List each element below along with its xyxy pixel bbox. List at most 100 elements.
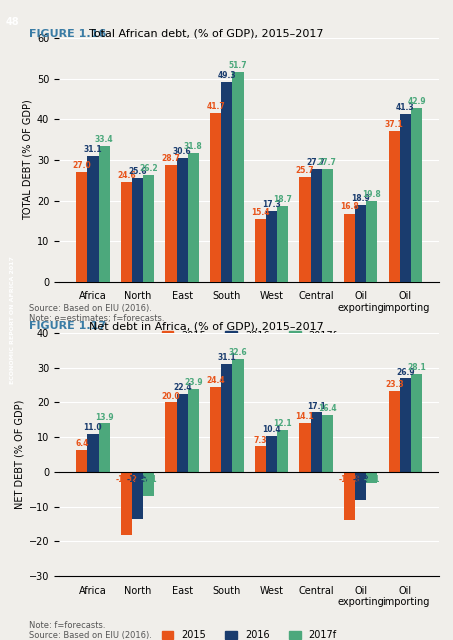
- Bar: [132, 472, 143, 518]
- Bar: [366, 202, 377, 282]
- Text: 17.1: 17.1: [307, 402, 325, 411]
- Bar: [232, 72, 244, 282]
- Bar: [411, 108, 422, 282]
- Bar: [266, 436, 277, 472]
- Text: 32.6: 32.6: [229, 348, 247, 356]
- Bar: [366, 472, 377, 483]
- Y-axis label: TOTAL DEBT (% OF GDP): TOTAL DEBT (% OF GDP): [23, 100, 33, 220]
- Text: 16.4: 16.4: [318, 404, 337, 413]
- Bar: [221, 82, 232, 282]
- Text: 10.4: 10.4: [262, 425, 281, 434]
- Text: 41.7: 41.7: [206, 102, 225, 111]
- Bar: [177, 157, 188, 282]
- Bar: [299, 177, 310, 282]
- Bar: [121, 182, 132, 282]
- Text: 20.0: 20.0: [162, 392, 180, 401]
- Text: 18.7: 18.7: [273, 195, 292, 204]
- Text: 12.1: 12.1: [273, 419, 292, 428]
- Bar: [355, 472, 366, 500]
- Bar: [132, 178, 143, 282]
- Text: 6.4: 6.4: [75, 439, 88, 448]
- Text: 26.2: 26.2: [140, 164, 158, 173]
- Bar: [143, 472, 154, 497]
- Bar: [389, 391, 400, 472]
- Bar: [322, 170, 333, 282]
- Bar: [98, 146, 110, 282]
- Text: 15.4: 15.4: [251, 208, 270, 217]
- Bar: [299, 423, 310, 472]
- Text: 23.9: 23.9: [184, 378, 202, 387]
- Text: 25.7: 25.7: [296, 166, 314, 175]
- Bar: [277, 429, 288, 472]
- Bar: [389, 131, 400, 282]
- Text: 41.3: 41.3: [396, 103, 414, 112]
- Bar: [310, 412, 322, 472]
- Bar: [188, 153, 199, 282]
- Legend: 2015, 2016, 2017f: 2015, 2016, 2017f: [158, 627, 340, 640]
- Text: FIGURE 1.16: FIGURE 1.16: [29, 29, 107, 39]
- Bar: [255, 447, 266, 472]
- Text: 7.3: 7.3: [254, 436, 267, 445]
- Text: -3.1: -3.1: [364, 476, 380, 484]
- Bar: [344, 472, 355, 520]
- Text: Note: f=forecasts.
Source: Based on EIU (2016).: Note: f=forecasts. Source: Based on EIU …: [29, 621, 152, 640]
- Text: 31.8: 31.8: [184, 141, 203, 150]
- Text: Total African debt, (% of GDP), 2015–2017: Total African debt, (% of GDP), 2015–201…: [82, 29, 323, 39]
- Bar: [400, 378, 411, 472]
- Text: 23.3: 23.3: [385, 380, 404, 389]
- Text: 31.1: 31.1: [217, 353, 236, 362]
- Bar: [266, 211, 277, 282]
- Text: 51.7: 51.7: [229, 61, 247, 70]
- Bar: [177, 394, 188, 472]
- Bar: [322, 415, 333, 472]
- Text: 18.9: 18.9: [352, 194, 370, 203]
- Text: 48: 48: [5, 17, 19, 28]
- Bar: [210, 387, 221, 472]
- Bar: [98, 424, 110, 472]
- Text: 42.9: 42.9: [407, 97, 426, 106]
- Text: 17.3: 17.3: [262, 200, 281, 209]
- Bar: [277, 206, 288, 282]
- Text: 19.8: 19.8: [362, 190, 381, 199]
- Bar: [355, 205, 366, 282]
- Text: 26.9: 26.9: [396, 367, 414, 376]
- Bar: [210, 113, 221, 282]
- Text: 49.3: 49.3: [217, 71, 236, 80]
- Bar: [232, 358, 244, 472]
- Text: 24.4: 24.4: [207, 376, 225, 385]
- Text: 11.0: 11.0: [84, 423, 102, 432]
- Text: -7.1: -7.1: [140, 476, 157, 484]
- Bar: [76, 172, 87, 282]
- Text: 30.6: 30.6: [173, 147, 192, 156]
- Text: FIGURE 1.17: FIGURE 1.17: [29, 321, 106, 332]
- Text: 13.9: 13.9: [95, 413, 113, 422]
- Text: -13.8: -13.8: [339, 476, 361, 484]
- Text: 31.1: 31.1: [84, 145, 102, 154]
- Text: Net debt in Africa, (% of GDP), 2015–2017: Net debt in Africa, (% of GDP), 2015–201…: [82, 321, 323, 332]
- Legend: 2015, 2016, 2017f: 2015, 2016, 2017f: [158, 327, 340, 345]
- Text: 22.4: 22.4: [173, 383, 192, 392]
- Bar: [87, 156, 98, 282]
- Text: 37.1: 37.1: [385, 120, 404, 129]
- Text: 25.6: 25.6: [128, 167, 147, 176]
- Bar: [143, 175, 154, 282]
- Text: 28.7: 28.7: [162, 154, 180, 163]
- Text: 16.8: 16.8: [340, 202, 359, 211]
- Text: 27.0: 27.0: [72, 161, 91, 170]
- Bar: [310, 170, 322, 282]
- Bar: [411, 374, 422, 472]
- Text: -8.2: -8.2: [352, 476, 369, 484]
- Bar: [87, 433, 98, 472]
- Bar: [221, 364, 232, 472]
- Bar: [165, 403, 177, 472]
- Y-axis label: NET DEBT (% OF GDP): NET DEBT (% OF GDP): [14, 400, 24, 509]
- Bar: [255, 219, 266, 282]
- Bar: [188, 388, 199, 472]
- Text: 24.6: 24.6: [117, 171, 136, 180]
- Text: 28.1: 28.1: [407, 364, 426, 372]
- Text: -13.5: -13.5: [127, 476, 149, 484]
- Bar: [121, 472, 132, 535]
- Bar: [400, 114, 411, 282]
- Bar: [165, 165, 177, 282]
- Text: 14.1: 14.1: [296, 412, 314, 421]
